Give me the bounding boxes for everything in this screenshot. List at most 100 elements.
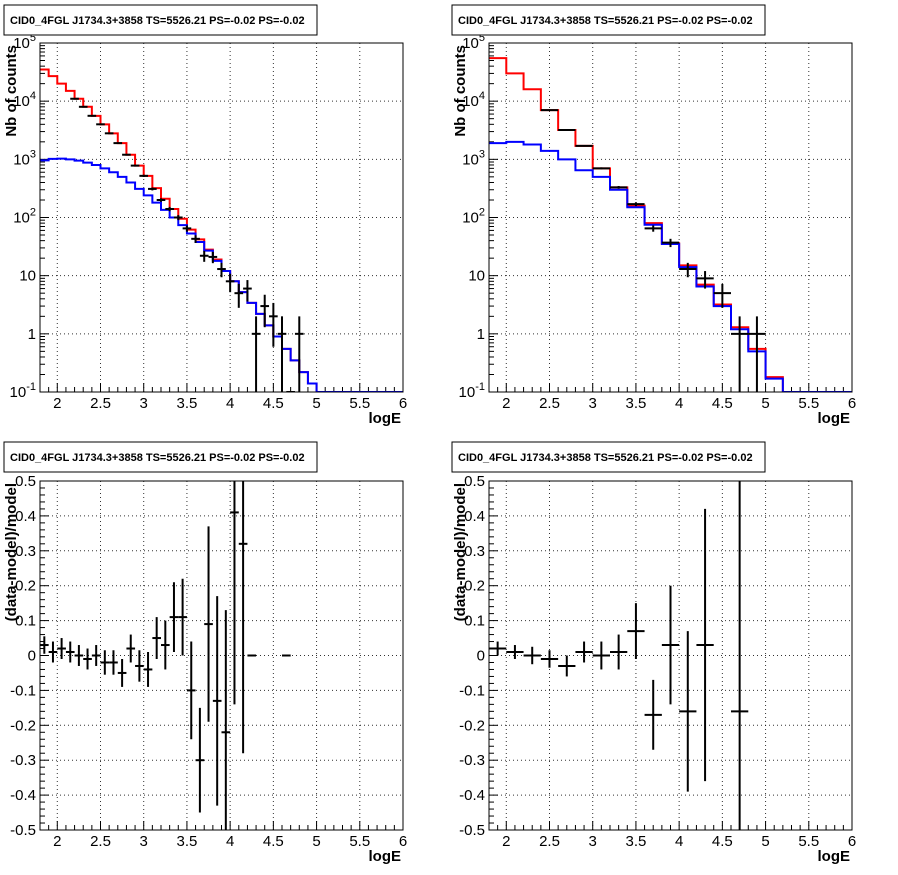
x-tick-label: 5.5 bbox=[349, 833, 370, 850]
title-box bbox=[451, 441, 766, 473]
y-tick-label: -0.2 bbox=[459, 717, 485, 734]
data-point bbox=[238, 481, 248, 754]
data-point bbox=[126, 634, 136, 663]
plot-frame bbox=[488, 42, 853, 393]
y-axis-label: Nb of counts bbox=[452, 45, 469, 137]
x-tick-label: 6 bbox=[848, 395, 856, 412]
panel-bottom-left: 2 2.5 3 3.5 4 4.5 5 5.5 6 -0.5 -0.4 -0.3 -0.2 -0.1 0 0.… bbox=[3, 441, 407, 865]
data-point bbox=[122, 153, 131, 156]
y-tick-label: 0 bbox=[477, 648, 485, 665]
panel-top-left: 2 2.5 3 3.5 4 4.5 5 5.5 6 10-1 1 10 102 103 104 105 logE… bbox=[3, 4, 407, 427]
y-tick-label: 0.1 bbox=[15, 613, 36, 630]
x-tick-label: 6 bbox=[399, 395, 407, 412]
data-point bbox=[506, 645, 524, 659]
y-tick-label: -0.4 bbox=[10, 787, 36, 804]
y-tick-label: 10 bbox=[19, 268, 36, 285]
y-tick-label: 10-1 bbox=[10, 381, 36, 401]
y-tick-label: -0.3 bbox=[10, 752, 36, 769]
axis-ticks bbox=[39, 45, 404, 393]
data-point bbox=[592, 641, 610, 670]
data-point bbox=[117, 658, 127, 687]
data-point bbox=[260, 294, 270, 328]
grid-lines bbox=[489, 43, 852, 392]
data-point bbox=[48, 641, 58, 663]
data-point bbox=[87, 114, 97, 117]
data-point bbox=[130, 164, 140, 167]
data-point bbox=[78, 105, 88, 108]
data-point bbox=[277, 316, 287, 392]
data-point bbox=[610, 634, 628, 670]
plot-area bbox=[489, 57, 852, 392]
x-tick-label: 3.5 bbox=[176, 833, 197, 850]
data-points bbox=[70, 97, 304, 392]
y-tick-label: 0.4 bbox=[15, 508, 36, 525]
x-tick-label: 2.5 bbox=[539, 833, 560, 850]
plot-area bbox=[489, 481, 749, 830]
y-tick-label: -0.1 bbox=[10, 682, 36, 699]
data-point bbox=[173, 215, 183, 221]
y-tick-label: 102 bbox=[462, 207, 485, 227]
x-tick-label: 5.5 bbox=[798, 395, 819, 412]
x-tick-label: 4 bbox=[226, 833, 234, 850]
data-point bbox=[610, 185, 628, 189]
x-axis-label: logE bbox=[369, 848, 402, 865]
data-point bbox=[523, 646, 541, 665]
data-point bbox=[191, 235, 200, 243]
plot-area bbox=[40, 481, 291, 830]
x-axis-label: logE bbox=[818, 848, 851, 865]
data-point bbox=[91, 645, 101, 666]
data-point bbox=[109, 650, 118, 675]
data-point bbox=[558, 655, 576, 677]
data-point bbox=[100, 650, 110, 675]
x-tick-label: 6 bbox=[399, 833, 407, 850]
data-point bbox=[679, 631, 697, 792]
x-tick-label: 2.5 bbox=[539, 395, 560, 412]
data-point bbox=[225, 273, 235, 293]
data-point bbox=[221, 610, 231, 830]
data-point bbox=[540, 109, 559, 112]
panel-top-right: 2 2.5 3 3.5 4 4.5 5 5.5 6 10-1 1 10 102 103 104 105 logE… bbox=[451, 4, 856, 427]
y-tick-label: 10 bbox=[468, 268, 485, 285]
x-tick-label: 2 bbox=[53, 833, 61, 850]
data-point bbox=[644, 679, 662, 750]
model-source-histogram bbox=[489, 140, 852, 392]
x-tick-label: 3.5 bbox=[625, 395, 646, 412]
data-point bbox=[113, 142, 123, 145]
data-point bbox=[731, 481, 749, 830]
y-tick-label: -0.3 bbox=[459, 752, 485, 769]
data-point bbox=[713, 283, 731, 308]
data-point bbox=[135, 650, 144, 682]
y-tick-label: 105 bbox=[462, 32, 485, 52]
data-point bbox=[204, 526, 213, 722]
y-tick-label: 0.1 bbox=[464, 613, 485, 630]
data-point bbox=[208, 251, 218, 264]
data-point bbox=[251, 316, 261, 392]
y-axis-label: (data-model)/model bbox=[3, 483, 20, 621]
data-point bbox=[627, 202, 645, 207]
chart-title: CID0_4FGL J1734.3+3858 TS=5526.21 PS=-0.… bbox=[458, 452, 753, 464]
data-point bbox=[575, 641, 593, 663]
x-tick-label: 2 bbox=[53, 395, 61, 412]
plot-area bbox=[40, 68, 403, 392]
plot-frame bbox=[39, 480, 404, 831]
y-tick-label: 0.3 bbox=[464, 543, 485, 560]
x-tick-label: 3.5 bbox=[176, 395, 197, 412]
x-tick-label: 5.5 bbox=[798, 833, 819, 850]
model-total-histogram bbox=[40, 68, 403, 392]
data-points bbox=[540, 109, 766, 392]
model-source-histogram bbox=[40, 157, 403, 392]
data-point bbox=[83, 648, 92, 670]
axis-ticks bbox=[488, 480, 853, 831]
x-tick-label: 3 bbox=[140, 395, 148, 412]
panel-bottom-right: 2 2.5 3 3.5 4 4.5 5 5.5 6 -0.5 -0.4 -0.3 -0.2 -0.1 0 0.… bbox=[451, 441, 856, 865]
data-point bbox=[217, 262, 226, 278]
y-tick-label: 0.3 bbox=[15, 543, 36, 560]
data-point bbox=[182, 225, 192, 232]
y-tick-label: -0.2 bbox=[10, 717, 36, 734]
x-axis-label: logE bbox=[369, 410, 402, 427]
y-tick-label: -0.5 bbox=[10, 822, 36, 839]
data-point bbox=[139, 174, 149, 177]
y-tick-label: -0.5 bbox=[459, 822, 485, 839]
axis-ticks bbox=[39, 480, 404, 831]
